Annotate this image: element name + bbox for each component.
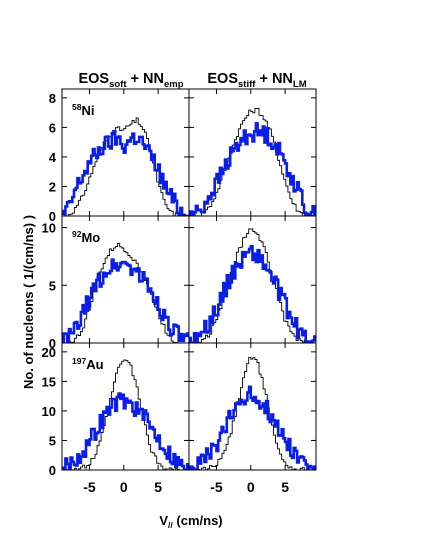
nucleus-label: 58Ni bbox=[72, 102, 94, 118]
x-tick-label: 5 bbox=[154, 479, 162, 495]
y-tick-label: 10 bbox=[42, 404, 56, 419]
panel-r0-c0: 0 2 4 6 8 58Ni bbox=[49, 88, 190, 224]
nucleus-symbol: Au bbox=[86, 357, 103, 372]
nucleus-mass: 92 bbox=[72, 229, 82, 239]
col-title-right: EOSstiff + NNLM bbox=[207, 71, 306, 90]
series-thick-line bbox=[62, 258, 189, 343]
series-thick-line bbox=[62, 392, 189, 470]
y-tick-label: 0 bbox=[49, 209, 56, 224]
x-tick-label: -5 bbox=[83, 479, 96, 495]
y-tick-label: 0 bbox=[49, 463, 56, 478]
nucleus-mass: 58 bbox=[72, 102, 82, 112]
x-tick-label: -5 bbox=[210, 479, 223, 495]
series-thin-line bbox=[62, 243, 189, 343]
series-thick-line bbox=[189, 385, 316, 470]
nucleus-label: 197Au bbox=[72, 356, 104, 372]
panel-r0-c1 bbox=[188, 88, 317, 217]
y-tick-label: 10 bbox=[42, 221, 56, 236]
panel-frame bbox=[188, 342, 317, 471]
series-thin-line bbox=[189, 228, 316, 343]
y-tick-label: 15 bbox=[42, 374, 56, 389]
nucleus-symbol: Ni bbox=[81, 103, 94, 118]
x-tick-label: 0 bbox=[120, 479, 128, 495]
y-tick-label: 8 bbox=[49, 91, 56, 106]
series-thin-line bbox=[189, 108, 316, 216]
y-axis-label: No. of nucleons ( 1/(cm/ns) ) bbox=[21, 215, 36, 389]
nucleus-symbol: Mo bbox=[81, 230, 100, 245]
x-axis-label: V// (cm/ns) bbox=[159, 513, 222, 530]
series-thick-line bbox=[189, 245, 316, 343]
panel-r2-c0: 0 5 10 15 20 197Au -5 0 5 bbox=[42, 342, 190, 495]
series-thin-line bbox=[62, 117, 189, 216]
y-tick-label: 4 bbox=[49, 150, 57, 165]
panel-r1-c0: 0 5 10 92Mo bbox=[42, 215, 190, 351]
panel-r1-c1 bbox=[188, 215, 317, 344]
series-thick-line bbox=[189, 122, 316, 216]
y-tick-label: 5 bbox=[49, 433, 56, 448]
series-thin-line bbox=[189, 356, 316, 470]
series-thick-line bbox=[62, 130, 189, 216]
y-tick-label: 0 bbox=[49, 336, 56, 351]
nucleus-label: 92Mo bbox=[72, 229, 100, 245]
col-title-left: EOSsoft + NNemp bbox=[78, 71, 183, 90]
y-tick-label: 6 bbox=[49, 120, 56, 135]
nucleus-mass: 197 bbox=[72, 356, 86, 366]
series-thin-line bbox=[62, 359, 189, 470]
x-tick-label: 0 bbox=[247, 479, 255, 495]
y-tick-label: 2 bbox=[49, 179, 56, 194]
panel-r2-c1: -5 0 5 bbox=[188, 342, 317, 495]
y-tick-label: 20 bbox=[42, 345, 56, 360]
x-tick-label: 5 bbox=[281, 479, 289, 495]
panels-grid: 0 2 4 6 8 58Ni 0 5 10 92Mo 0 5 10 15 20 197Au -5 0 5 -5 0 5 bbox=[42, 88, 317, 495]
y-tick-label: 5 bbox=[49, 278, 56, 293]
